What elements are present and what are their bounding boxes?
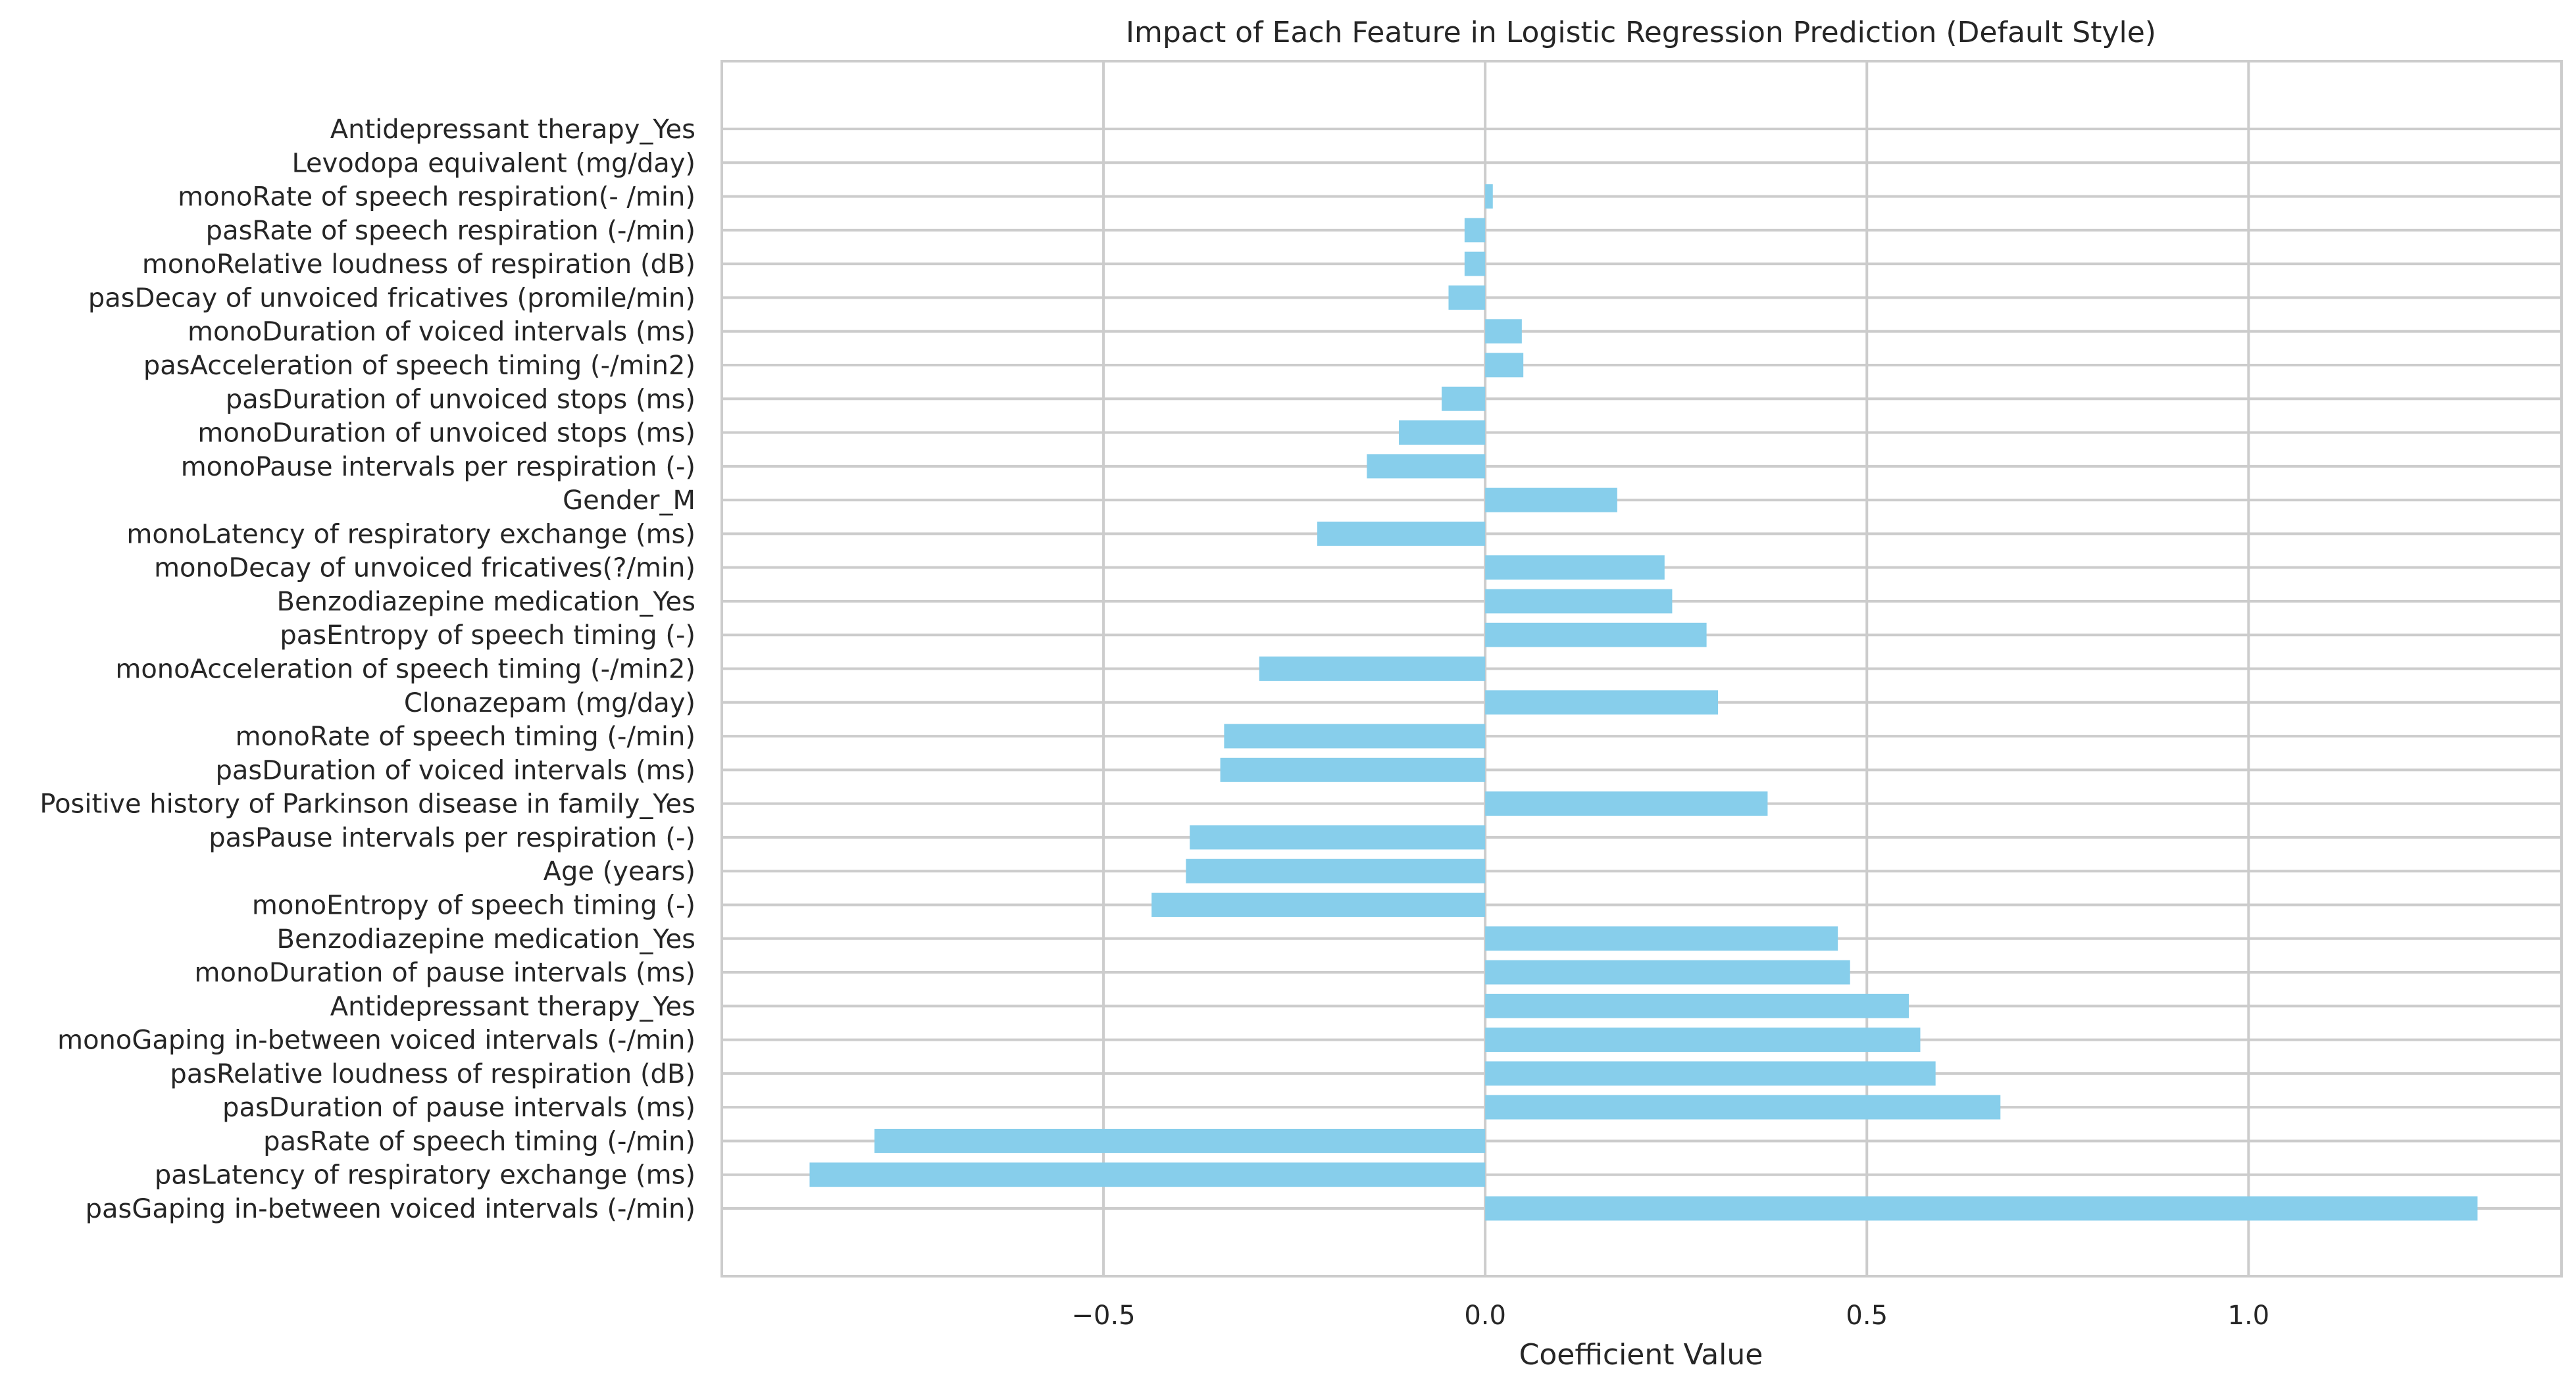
bar	[809, 1162, 1486, 1187]
bar	[1151, 893, 1486, 917]
category-label: monoPause intervals per respiration (-)	[181, 452, 695, 482]
bar	[1485, 690, 1719, 715]
bar	[1485, 926, 1838, 951]
bar	[1224, 724, 1486, 749]
bar	[1485, 1196, 2478, 1221]
category-label: Benzodiazepine medication_Yes	[277, 924, 695, 955]
category-label: pasRate of speech timing (-/min)	[263, 1126, 695, 1156]
bar	[874, 1128, 1486, 1153]
x-axis-title: Coefficient Value	[1519, 1338, 1763, 1372]
category-label: monoGaping in-between voiced intervals (…	[57, 1026, 695, 1056]
category-label: pasLatency of respiratory exchange (ms)	[155, 1160, 695, 1191]
category-label: Antidepressant therapy_Yes	[330, 114, 695, 145]
category-label: monoLatency of respiratory exchange (ms)	[126, 519, 695, 549]
bar	[1485, 993, 1909, 1018]
bar	[1485, 589, 1673, 614]
bar-layer	[809, 116, 2478, 1221]
category-label: Gender_M	[563, 485, 695, 516]
category-label: pasDuration of unvoiced stops (ms)	[226, 384, 695, 414]
category-label: monoAcceleration of speech timing (-/min…	[115, 655, 695, 685]
category-label: Age (years)	[543, 856, 695, 887]
bar	[1485, 487, 1617, 512]
category-label: monoDecay of unvoiced fricatives(?/min)	[154, 553, 695, 583]
category-label: pasGaping in-between voiced intervals (-…	[86, 1194, 695, 1224]
category-label: monoDuration of unvoiced stops (ms)	[197, 418, 695, 449]
category-label: monoRate of speech timing (-/min)	[236, 722, 695, 752]
category-label: Positive history of Parkinson disease in…	[39, 789, 695, 820]
bar	[1190, 825, 1486, 850]
category-label: Benzodiazepine medication_Yes	[277, 587, 695, 617]
bar	[1464, 251, 1486, 276]
category-label: Levodopa equivalent (mg/day)	[291, 148, 695, 178]
bar	[1485, 555, 1665, 580]
bar	[1448, 285, 1486, 310]
bar	[1464, 218, 1486, 243]
x-tick-label: 0.5	[1846, 1301, 1888, 1331]
category-label: pasAcceleration of speech timing (-/min2…	[143, 351, 695, 381]
category-label: monoRate of speech respiration(- /min)	[178, 182, 695, 212]
x-tick-label: 1.0	[2228, 1301, 2270, 1331]
bar	[1186, 858, 1486, 883]
chart-title: Impact of Each Feature in Logistic Regre…	[1126, 16, 2156, 49]
bar	[1317, 521, 1486, 546]
category-label: pasRate of speech respiration (-/min)	[206, 216, 695, 246]
category-label: monoRelative loudness of respiration (dB…	[142, 249, 695, 280]
category-label: Clonazepam (mg/day)	[404, 688, 695, 718]
category-label: pasEntropy of speech timing (-)	[280, 620, 695, 651]
x-tick-label: −0.5	[1072, 1301, 1136, 1331]
bar	[1485, 353, 1524, 378]
category-label: monoDuration of pause intervals (ms)	[195, 958, 695, 988]
category-label: monoDuration of voiced intervals (ms)	[188, 317, 695, 347]
category-label: pasDuration of pause intervals (ms)	[222, 1093, 695, 1123]
category-labels: pasGaping in-between voiced intervals (-…	[39, 114, 695, 1224]
category-label: pasRelative loudness of respiration (dB)	[170, 1059, 695, 1089]
bar	[1485, 1095, 2001, 1120]
x-tick-labels: −0.5 0.0 0.5 1.0	[1072, 1301, 2270, 1331]
category-label: pasDuration of voiced intervals (ms)	[216, 755, 696, 785]
bar	[1485, 960, 1850, 985]
category-label: Antidepressant therapy_Yes	[330, 991, 695, 1022]
category-label: pasPause intervals per respiration (-)	[209, 823, 695, 853]
bar	[1259, 657, 1486, 681]
bar	[1485, 791, 1768, 816]
category-label: pasDecay of unvoiced fricatives (promile…	[88, 283, 695, 313]
bar	[1367, 454, 1486, 479]
category-label: monoEntropy of speech timing (-)	[252, 890, 695, 920]
bar	[1399, 420, 1486, 445]
bar	[1485, 1028, 1921, 1053]
bar	[1442, 386, 1486, 411]
plot-frame	[720, 60, 2563, 1278]
bar	[1220, 757, 1486, 782]
bar	[1485, 319, 1522, 344]
x-tick-label: 0.0	[1464, 1301, 1506, 1331]
bar	[1485, 622, 1707, 647]
bar	[1485, 1061, 1936, 1086]
bar	[1485, 184, 1493, 209]
